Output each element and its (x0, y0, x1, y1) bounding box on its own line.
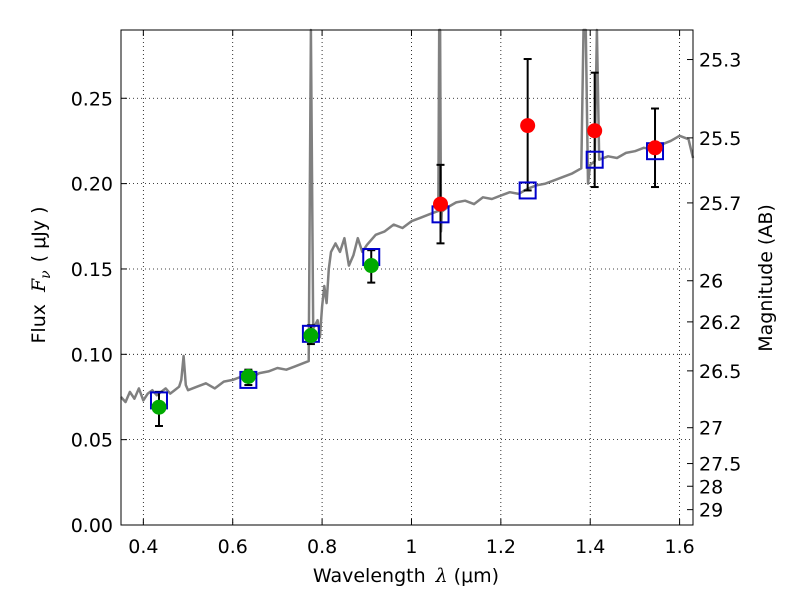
model-square (585, 150, 604, 169)
y2-tick-label: 25.3 (699, 50, 741, 72)
observed-point (151, 399, 167, 415)
x-axis-label: Wavelength λ (μm) (313, 565, 499, 587)
y2-axis-label: Magnitude (AB) (755, 204, 777, 352)
x-tick-label: 1.6 (664, 536, 694, 558)
y-axis-label: FluxFν( μJy ) (28, 206, 54, 343)
y2-tick-label: 29 (699, 500, 723, 522)
y2-tick-label: 26.2 (699, 312, 741, 334)
y-tick-label: 0.00 (71, 515, 113, 537)
y2-tick-label: 26 (699, 271, 723, 293)
y-tick-label: 0.25 (71, 88, 113, 110)
grid-lines (121, 30, 693, 526)
observed-point (363, 258, 379, 274)
observed-point (587, 123, 603, 139)
y2-tick-label: 26.5 (699, 361, 741, 383)
spectrum-line (120, 28, 695, 404)
observed-point (240, 369, 256, 384)
plot-frame (120, 29, 694, 526)
y-tick-labels: 0.00 0.05 0.10 0.15 0.20 0.25 (71, 88, 113, 537)
spectrum-series (120, 28, 695, 404)
x-tick-label: 1.2 (486, 536, 516, 558)
y-tick-label: 0.20 (71, 174, 113, 196)
observed-point (647, 140, 663, 156)
model-square (518, 181, 537, 200)
observed-point (433, 196, 449, 212)
y-tick-label: 0.05 (71, 430, 113, 452)
y2-tick-label: 25.7 (699, 193, 741, 215)
y2-tick-label: 25.5 (699, 128, 741, 150)
y-tick-label: 0.10 (71, 344, 113, 366)
x-tick-labels: 0.4 0.6 0.8 1 1.2 1.4 1.6 (128, 536, 694, 558)
x-tick-label: 0.8 (307, 536, 337, 558)
x-tick-label: 0.4 (128, 536, 158, 558)
y2-tick-label: 27.5 (699, 454, 741, 476)
tick-marks (121, 30, 693, 526)
x-tick-label: 1 (405, 536, 417, 558)
x-tick-label: 0.6 (218, 536, 248, 558)
observed-point (520, 118, 536, 134)
observed-point (303, 328, 319, 344)
y2-tick-label: 27 (699, 418, 723, 440)
model-point-series (149, 142, 665, 410)
observed-point-series (151, 118, 663, 415)
x-tick-label: 1.4 (575, 536, 605, 558)
y-tick-label: 0.15 (71, 259, 113, 281)
y2-tick-label: 28 (699, 476, 723, 498)
